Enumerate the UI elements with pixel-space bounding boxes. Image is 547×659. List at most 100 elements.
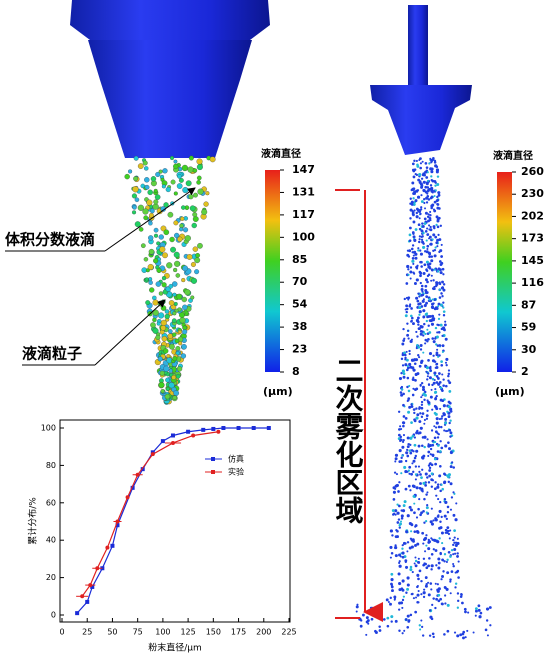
droplet	[396, 535, 399, 539]
point	[115, 523, 120, 528]
droplet	[435, 165, 439, 169]
droplet	[400, 456, 403, 460]
droplet	[435, 353, 439, 357]
droplet	[414, 556, 417, 559]
droplet	[436, 195, 439, 199]
droplet	[441, 267, 445, 271]
droplet	[411, 366, 415, 370]
droplet	[417, 223, 421, 227]
droplet	[426, 280, 429, 284]
droplet	[423, 422, 426, 425]
droplet	[449, 407, 453, 411]
droplet	[409, 436, 413, 440]
x-tick-label: 50	[107, 628, 117, 637]
droplet	[174, 260, 181, 267]
droplet	[179, 227, 184, 232]
droplet	[406, 307, 409, 311]
droplet	[175, 346, 181, 351]
colorbar-tick-label: 260	[521, 165, 544, 178]
droplet	[173, 251, 180, 258]
droplet	[423, 263, 427, 267]
droplet	[403, 500, 407, 504]
droplet	[424, 576, 428, 579]
droplet	[394, 453, 399, 457]
droplet	[447, 372, 451, 376]
point	[88, 583, 93, 588]
droplet	[439, 407, 442, 410]
droplet	[406, 583, 410, 587]
droplet	[391, 589, 394, 593]
droplet	[389, 545, 393, 549]
droplet	[417, 247, 420, 250]
droplet	[433, 194, 436, 198]
y-tick-label: 80	[46, 461, 56, 470]
droplet	[401, 364, 405, 367]
droplet	[429, 167, 433, 171]
droplet	[419, 348, 423, 351]
droplet	[412, 220, 416, 224]
droplet	[192, 216, 199, 222]
droplet	[408, 352, 411, 356]
colorbar-unit: (μm)	[495, 385, 525, 398]
droplet	[431, 443, 435, 447]
droplet	[412, 192, 416, 195]
droplet	[400, 371, 403, 375]
droplet	[196, 175, 202, 181]
droplet	[412, 368, 416, 372]
droplet	[427, 443, 430, 446]
droplet	[177, 174, 182, 179]
droplet	[456, 555, 459, 558]
droplet	[404, 354, 407, 357]
droplet	[149, 208, 155, 214]
droplet	[414, 564, 418, 568]
droplet	[427, 315, 430, 318]
point	[211, 426, 216, 431]
droplet	[433, 436, 437, 440]
droplet	[442, 384, 445, 387]
droplet	[419, 343, 423, 347]
droplet	[423, 390, 427, 394]
droplet	[443, 481, 447, 485]
droplet	[398, 601, 402, 605]
droplet	[163, 365, 170, 372]
droplet	[425, 166, 429, 169]
droplet	[431, 306, 435, 310]
droplet	[452, 543, 455, 547]
droplet	[424, 289, 428, 292]
droplet	[406, 587, 410, 591]
droplet	[172, 311, 177, 316]
droplet	[444, 594, 447, 597]
droplet	[441, 399, 445, 403]
droplet	[430, 161, 433, 164]
droplet	[163, 202, 169, 208]
droplet	[403, 297, 406, 301]
droplet	[428, 198, 431, 201]
droplet	[441, 280, 444, 284]
droplet	[181, 344, 187, 350]
droplet	[438, 296, 442, 299]
droplet	[430, 255, 434, 258]
droplet	[426, 504, 429, 507]
droplet	[392, 498, 396, 501]
droplet	[447, 473, 451, 477]
droplet	[453, 631, 457, 634]
droplet	[449, 431, 453, 435]
x-axis-label: 粉末直径/μm	[148, 642, 202, 654]
droplet	[400, 472, 403, 475]
droplet	[413, 238, 417, 242]
droplet	[417, 577, 420, 581]
droplet	[401, 579, 405, 583]
droplet	[182, 227, 189, 233]
droplet	[427, 324, 430, 327]
droplet	[405, 565, 409, 569]
droplet	[414, 465, 418, 468]
droplet	[435, 597, 438, 601]
droplet	[422, 595, 426, 599]
droplet	[425, 182, 429, 186]
droplet	[417, 346, 421, 349]
droplet	[416, 165, 420, 168]
droplet	[447, 415, 451, 419]
droplet	[418, 235, 422, 238]
droplet	[449, 451, 453, 455]
droplet	[440, 483, 443, 486]
